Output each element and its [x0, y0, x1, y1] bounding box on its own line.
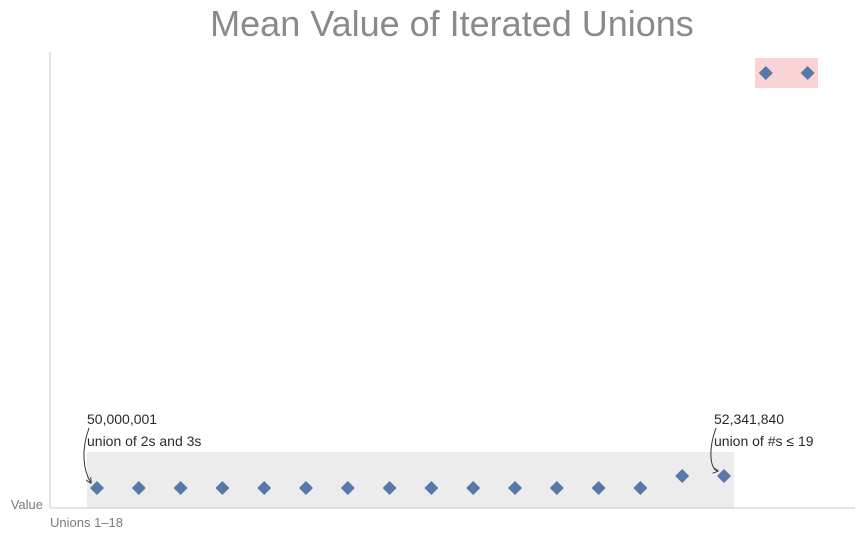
data-points [90, 66, 815, 495]
data-point-4 [215, 481, 230, 495]
data-point-9 [424, 481, 439, 495]
data-point-5 [257, 481, 272, 495]
data-point-14 [633, 480, 648, 495]
annotation-text-1: union of 2s and 3s [87, 433, 201, 449]
data-point-18 [800, 66, 815, 80]
data-point-11 [508, 480, 522, 495]
annotation-arrow-2 [710, 427, 718, 471]
data-point-3 [173, 481, 188, 495]
data-point-16 [717, 469, 731, 483]
chart-title: Mean Value of Iterated Unions [210, 3, 694, 44]
low-values-highlight-band [87, 452, 734, 508]
x-axis-label: Unions 1–18 [50, 515, 123, 530]
data-point-6 [299, 481, 313, 495]
annotation-value-2: 52,341,840 [714, 411, 784, 427]
data-point-13 [591, 480, 606, 495]
y-axis-label: Value [11, 497, 43, 512]
data-point-2 [131, 481, 146, 495]
data-point-17 [758, 66, 773, 80]
data-point-10 [466, 481, 481, 495]
data-point-8 [382, 481, 397, 495]
annotation-arrow-1 [83, 427, 91, 483]
data-point-1 [90, 481, 104, 495]
annotation-value-1: 50,000,001 [87, 411, 157, 427]
annotation-text-2: union of #s ≤ 19 [714, 433, 814, 449]
annotations: 50,000,001 union of 2s and 3s 52,341,840 un… [83, 411, 814, 483]
data-point-15 [675, 469, 690, 484]
data-point-7 [340, 481, 355, 495]
data-point-12 [549, 480, 564, 495]
